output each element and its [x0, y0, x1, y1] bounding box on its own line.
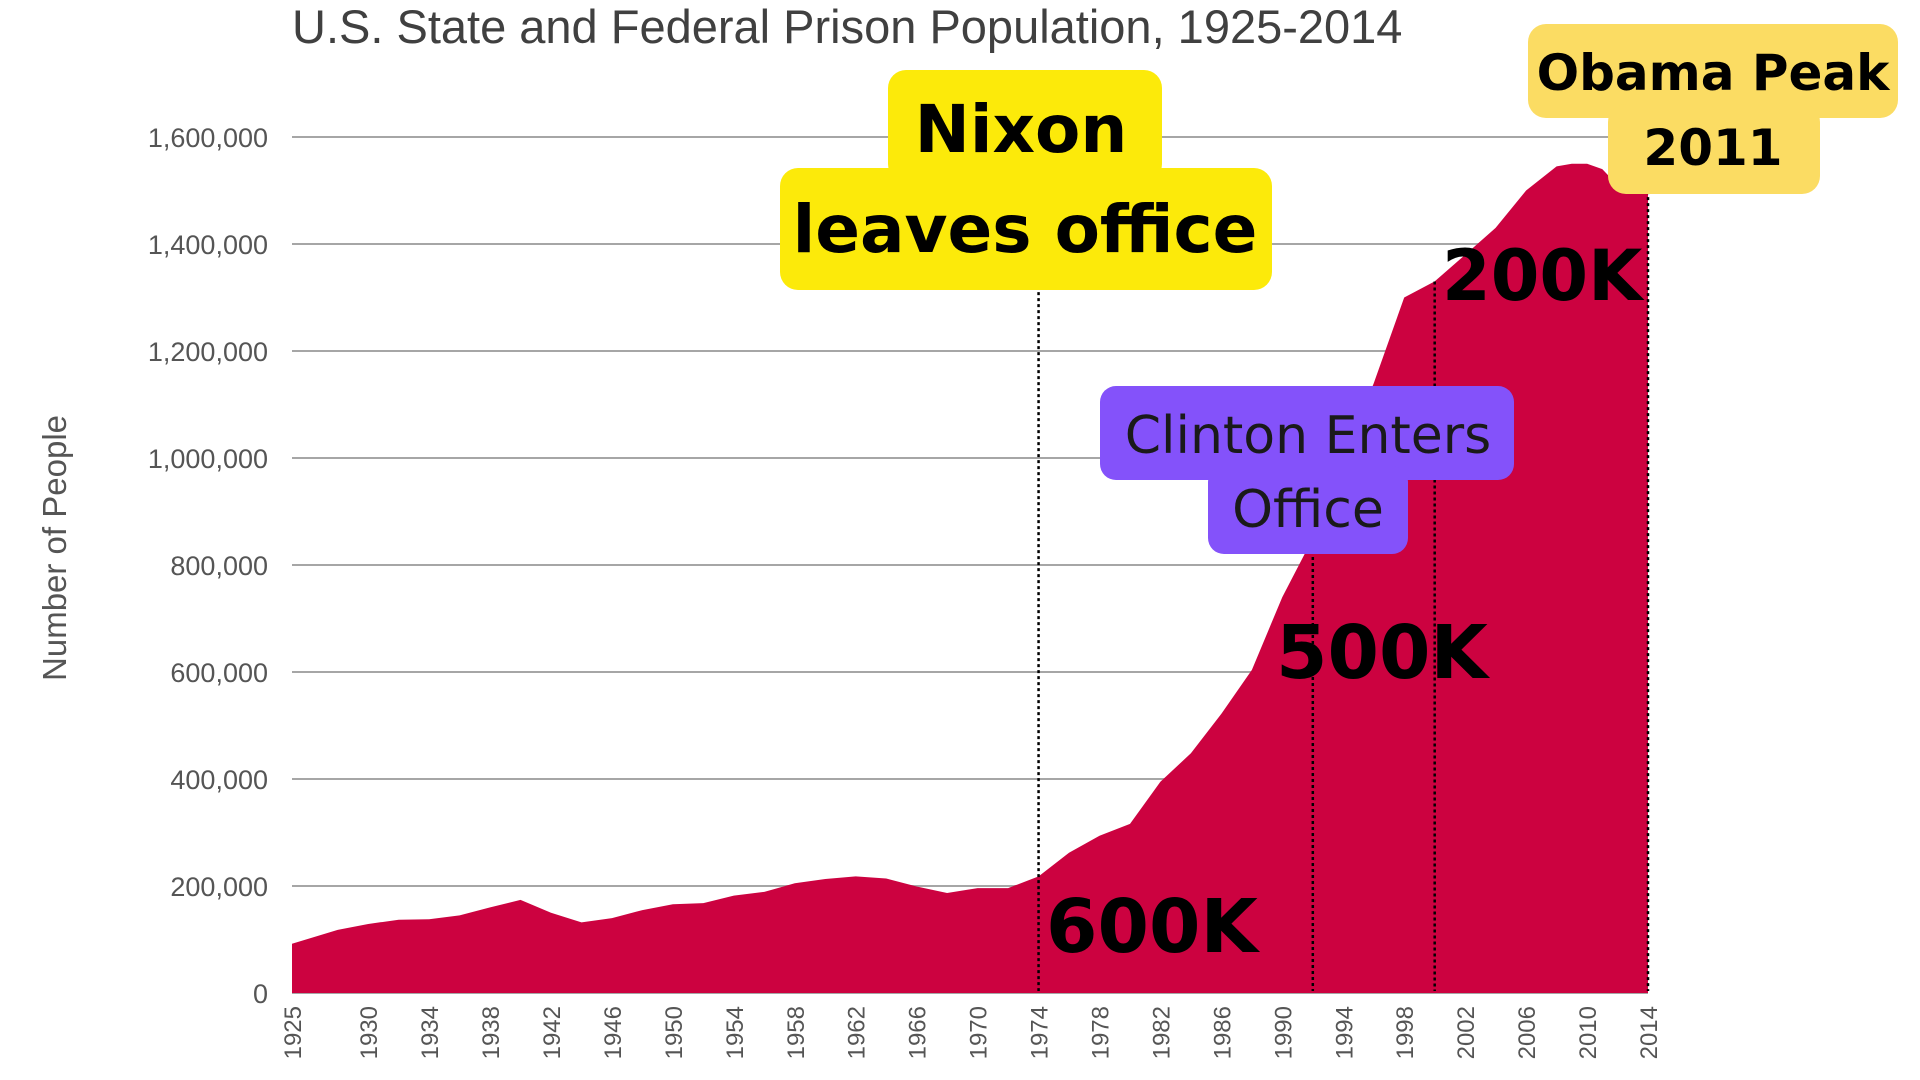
value-label-600k: 600K: [1046, 884, 1260, 970]
x-tick-label: 1950: [661, 1006, 688, 1059]
chart-title: U.S. State and Federal Prison Population…: [292, 0, 1402, 53]
x-tick-label: 1990: [1270, 1006, 1297, 1059]
x-tick-label: 1925: [280, 1006, 307, 1059]
x-tick-label: 1942: [539, 1006, 566, 1059]
clinton-label-line1: Clinton Enters: [1125, 406, 1492, 466]
annotation-nixon: Nixon leaves office: [780, 70, 1272, 290]
nixon-label-line1: Nixon: [915, 91, 1128, 168]
x-tick-label: 2006: [1514, 1006, 1541, 1059]
y-tick-label: 0: [253, 979, 268, 1009]
x-tick-label: 1934: [417, 1006, 444, 1059]
x-tick-label: 1970: [966, 1006, 993, 1059]
y-tick-label: 400,000: [170, 765, 268, 795]
annotation-obama: Obama Peak 2011: [1528, 24, 1898, 194]
obama-box-top: [1528, 24, 1898, 118]
obama-label-line1: Obama Peak: [1537, 44, 1892, 102]
annotation-clinton: Clinton Enters Office: [1100, 386, 1514, 554]
x-tick-label: 2014: [1636, 1006, 1663, 1059]
x-tick-label: 1966: [905, 1006, 932, 1059]
y-tick-label: 600,000: [170, 658, 268, 688]
marker-lines: [1037, 185, 1650, 991]
value-label-200k: 200K: [1442, 235, 1645, 317]
x-tick-label: 1998: [1392, 1006, 1419, 1059]
x-tick-label: 1974: [1027, 1006, 1054, 1059]
x-tick-label: 1930: [356, 1006, 383, 1059]
x-tick-label: 1962: [844, 1006, 871, 1059]
obama-box-bottom: [1608, 104, 1820, 194]
x-tick-labels: 1925 1930 1934 1938 1942 1946 1950 1954 1958 1962…: [280, 1006, 1663, 1059]
x-tick-label: 1958: [783, 1006, 810, 1059]
y-tick-label: 1,600,000: [148, 123, 268, 153]
x-tick-label: 2002: [1453, 1006, 1480, 1059]
y-tick-label: 1,400,000: [148, 230, 268, 260]
y-tick-label: 800,000: [170, 551, 268, 581]
value-label-500k: 500K: [1276, 610, 1490, 696]
x-tick-label: 1946: [600, 1006, 627, 1059]
x-tick-label: 1982: [1148, 1006, 1175, 1059]
y-axis-label: Number of People: [36, 415, 73, 681]
clinton-label-line2: Office: [1232, 480, 1384, 540]
x-tick-label: 2010: [1575, 1006, 1602, 1059]
nixon-label-line2: leaves office: [793, 191, 1258, 268]
area-series: [292, 163, 1648, 994]
x-tick-label: 1938: [478, 1006, 505, 1059]
nixon-box-top: [888, 70, 1162, 182]
y-tick-labels: 0 200,000 400,000 600,000 800,000 1,000,000 1,…: [148, 123, 268, 1009]
x-tick-label: 1954: [722, 1006, 749, 1059]
x-tick-label: 1978: [1088, 1006, 1115, 1059]
y-tick-label: 200,000: [170, 872, 268, 902]
obama-label-line2: 2011: [1643, 119, 1782, 177]
y-tick-label: 1,200,000: [148, 337, 268, 367]
x-tick-label: 1994: [1331, 1006, 1358, 1059]
nixon-box-bottom: [780, 168, 1272, 290]
clinton-box-bottom: [1208, 466, 1408, 554]
x-tick-label: 1986: [1209, 1006, 1236, 1059]
clinton-box-top: [1100, 386, 1514, 480]
y-tick-label: 1,000,000: [148, 444, 268, 474]
